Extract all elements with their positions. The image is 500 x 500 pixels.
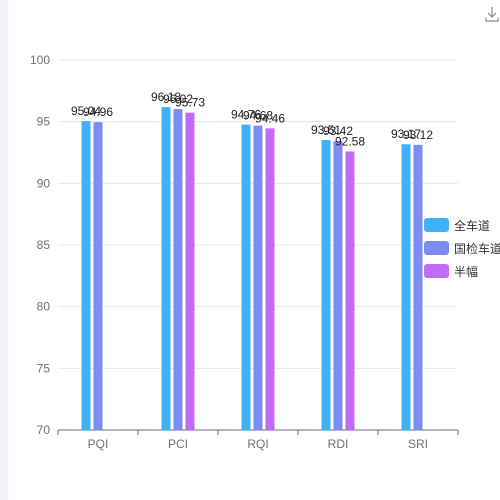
legend-item[interactable]: 半幅	[424, 264, 500, 279]
legend-swatch	[424, 218, 449, 232]
data-label: 93.51	[311, 123, 341, 137]
data-label: 92.58	[335, 135, 365, 149]
bar	[401, 144, 411, 430]
legend-label: 全车道	[454, 218, 491, 233]
y-tick-label: 100	[30, 53, 50, 67]
bar	[93, 122, 103, 430]
bar	[81, 121, 91, 430]
x-tick-label: PQI	[88, 437, 109, 451]
x-tick-label: RDI	[328, 437, 349, 451]
bar	[185, 112, 195, 430]
legend-label: 国检车道	[454, 241, 500, 256]
y-tick-label: 75	[37, 361, 51, 375]
legend: 全车道 国检车道 半幅	[424, 218, 500, 287]
data-label: 94.68	[243, 109, 273, 123]
left-panel-edge	[0, 0, 8, 500]
legend-item[interactable]: 全车道	[424, 218, 500, 233]
data-label: 93.12	[403, 128, 433, 142]
bar	[241, 124, 251, 431]
data-label: 96.18	[151, 90, 181, 104]
bar	[253, 125, 263, 430]
y-tick-label: 85	[37, 238, 51, 252]
bar	[265, 128, 275, 430]
data-label: 93.42	[323, 124, 353, 138]
x-tick-label: PCI	[168, 437, 188, 451]
download-icon[interactable]	[484, 6, 500, 22]
legend-swatch	[424, 241, 449, 255]
y-tick-label: 95	[37, 115, 51, 129]
legend-item[interactable]: 国检车道	[424, 241, 500, 256]
legend-swatch	[424, 264, 449, 278]
data-label: 95.73	[175, 96, 205, 110]
bar	[333, 141, 343, 431]
y-tick-label: 80	[37, 300, 51, 314]
data-label: 94.46	[255, 111, 285, 125]
x-tick-label: SRI	[408, 437, 428, 451]
data-label: 93.17	[391, 127, 421, 141]
bar	[161, 107, 171, 430]
data-label: 95.04	[71, 104, 101, 118]
data-label: 96.02	[163, 92, 193, 106]
y-tick-label: 70	[37, 423, 51, 437]
bar	[321, 140, 331, 430]
bar	[345, 151, 355, 430]
y-tick-label: 90	[37, 176, 51, 190]
data-label: 94.96	[83, 105, 113, 119]
bar	[413, 144, 423, 430]
legend-label: 半幅	[454, 264, 479, 279]
bar	[173, 109, 183, 430]
data-label: 94.76	[231, 108, 261, 122]
x-tick-label: RQI	[247, 437, 268, 451]
